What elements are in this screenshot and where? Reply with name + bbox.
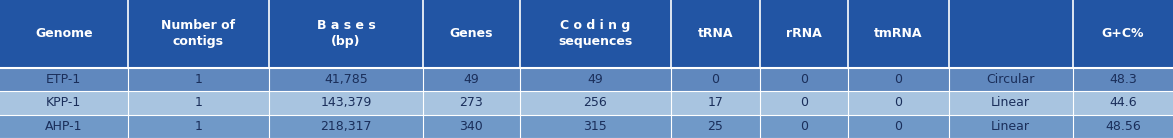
Text: B a s e s
(bp): B a s e s (bp) bbox=[317, 19, 375, 48]
Text: 143,379: 143,379 bbox=[320, 96, 372, 109]
Text: Genome: Genome bbox=[35, 27, 93, 40]
Text: 0: 0 bbox=[800, 120, 808, 133]
Text: 340: 340 bbox=[460, 120, 483, 133]
Text: 49: 49 bbox=[588, 73, 603, 86]
Text: Linear: Linear bbox=[991, 96, 1030, 109]
Text: 315: 315 bbox=[583, 120, 608, 133]
Text: 48.56: 48.56 bbox=[1105, 120, 1140, 133]
Bar bbox=[0, 91, 1173, 115]
Text: 218,317: 218,317 bbox=[320, 120, 372, 133]
Text: 25: 25 bbox=[707, 120, 724, 133]
Text: C o d i n g
sequences: C o d i n g sequences bbox=[558, 19, 632, 48]
Text: 0: 0 bbox=[800, 73, 808, 86]
Text: 41,785: 41,785 bbox=[324, 73, 368, 86]
Text: 273: 273 bbox=[460, 96, 483, 109]
Text: 44.6: 44.6 bbox=[1108, 96, 1137, 109]
Text: 48.3: 48.3 bbox=[1108, 73, 1137, 86]
Text: tRNA: tRNA bbox=[698, 27, 733, 40]
Text: 1: 1 bbox=[195, 73, 203, 86]
Text: 0: 0 bbox=[800, 96, 808, 109]
Text: 256: 256 bbox=[583, 96, 608, 109]
Text: 0: 0 bbox=[894, 120, 902, 133]
Text: ETP-1: ETP-1 bbox=[46, 73, 81, 86]
Text: 49: 49 bbox=[463, 73, 480, 86]
Text: 0: 0 bbox=[894, 96, 902, 109]
Text: G+C%: G+C% bbox=[1101, 27, 1144, 40]
Text: 0: 0 bbox=[894, 73, 902, 86]
Text: rRNA: rRNA bbox=[786, 27, 822, 40]
Bar bbox=[0, 115, 1173, 138]
Bar bbox=[0, 0, 1173, 68]
Text: Circular: Circular bbox=[986, 73, 1035, 86]
Text: Linear: Linear bbox=[991, 120, 1030, 133]
Text: Genes: Genes bbox=[449, 27, 493, 40]
Text: KPP-1: KPP-1 bbox=[46, 96, 81, 109]
Text: 17: 17 bbox=[707, 96, 724, 109]
Text: 1: 1 bbox=[195, 96, 203, 109]
Text: 0: 0 bbox=[711, 73, 719, 86]
Text: tmRNA: tmRNA bbox=[874, 27, 923, 40]
Text: AHP-1: AHP-1 bbox=[45, 120, 82, 133]
Text: 1: 1 bbox=[195, 120, 203, 133]
Text: Number of
contigs: Number of contigs bbox=[162, 19, 236, 48]
Bar bbox=[0, 68, 1173, 91]
